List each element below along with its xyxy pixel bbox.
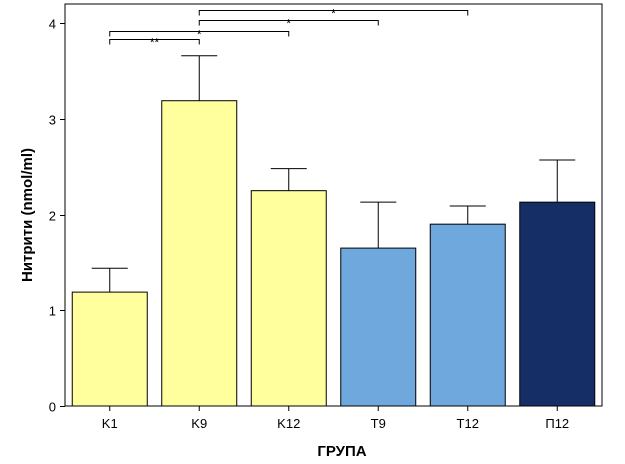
significance-brackets: ***** — [109, 7, 469, 50]
significance-bracket — [109, 31, 290, 37]
bars — [71, 100, 596, 407]
x-tick-label: П12 — [545, 416, 569, 431]
y-axis-title: Нитрити (nmol/ml) — [19, 148, 36, 282]
significance-bracket — [198, 10, 469, 16]
plot-border — [64, 3, 603, 407]
x-axis-title: ГРУПА — [317, 443, 366, 460]
bar-t12 — [429, 223, 506, 407]
bar-k9 — [161, 100, 238, 407]
bar-п12 — [519, 201, 596, 407]
y-axis: 0 1 2 3 4 — [49, 17, 65, 415]
bar-k1 — [71, 291, 148, 407]
bar-k12 — [250, 190, 327, 407]
y-tick-label: 4 — [49, 17, 56, 32]
y-tick-label: 2 — [49, 209, 56, 224]
plot-area — [64, 3, 603, 407]
x-tick-label: T9 — [371, 416, 386, 431]
x-tick-label: T12 — [457, 416, 479, 431]
bar-t9 — [340, 247, 417, 407]
error-bars — [91, 55, 576, 293]
y-tick-label: 1 — [49, 304, 56, 319]
x-tick-label: K12 — [277, 416, 300, 431]
y-tick-label: 3 — [49, 113, 56, 128]
significance-bracket — [198, 20, 379, 26]
significance-bracket — [109, 39, 200, 45]
x-axis: K1 K9 K12 T9 T12 П12 — [102, 406, 569, 431]
significance-label: * — [286, 17, 291, 31]
x-tick-label: K9 — [191, 416, 207, 431]
significance-label: * — [331, 7, 336, 21]
significance-label: * — [197, 28, 202, 42]
y-tick-label: 0 — [49, 400, 56, 415]
significance-label: ** — [150, 36, 160, 50]
x-tick-label: K1 — [102, 416, 118, 431]
